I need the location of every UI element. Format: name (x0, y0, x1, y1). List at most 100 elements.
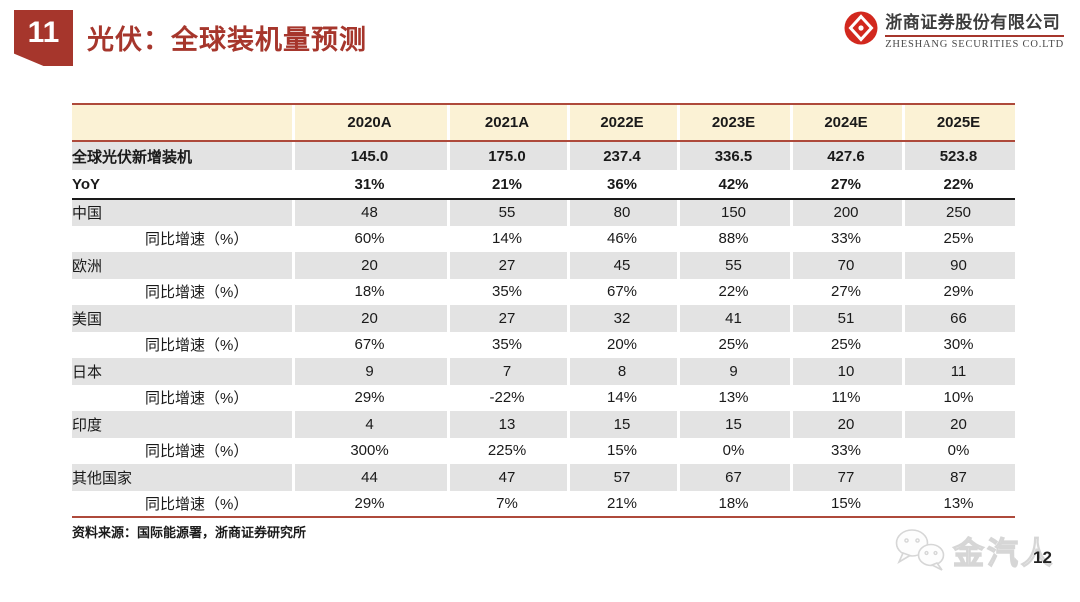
cell-value: 13 (447, 411, 567, 438)
logo-company-name-en: ZHESHANG SECURITIES CO.LTD (885, 39, 1064, 50)
cell-value: 80 (567, 199, 677, 226)
cell-value: 66 (902, 305, 1015, 332)
cell-value: 13% (902, 490, 1015, 518)
cell-value: 88% (677, 225, 790, 252)
cell-value: 29% (902, 278, 1015, 305)
slide-number: 11 (27, 16, 60, 49)
table-row-growth: 同比增速（%） 60% 14% 46% 88% 33% 25% (72, 225, 1015, 252)
cell-value: 4 (292, 411, 447, 438)
logo-text-block: 浙商证券股份有限公司 ZHESHANG SECURITIES CO.LTD (885, 8, 1064, 50)
cell-value: 32 (567, 305, 677, 332)
cell-value: 250 (902, 199, 1015, 226)
cell-value: 10 (790, 358, 902, 385)
table-header-row: 2020A 2021A 2022E 2023E 2024E 2025E (72, 104, 1015, 142)
cell-value: 29% (292, 384, 447, 411)
logo-company-name-cn: 浙商证券股份有限公司 (885, 8, 1064, 37)
table-row-country: 其他国家 44 47 57 67 77 87 (72, 464, 1015, 491)
cell-value: 55 (677, 252, 790, 279)
cell-value: 9 (292, 358, 447, 385)
cell-value: 46% (567, 225, 677, 252)
cell-value: 21% (447, 170, 567, 200)
cell-value: 57 (567, 464, 677, 491)
cell-value: 14% (447, 225, 567, 252)
cell-value: 150 (677, 199, 790, 226)
table-row-growth: 同比增速（%） 18% 35% 67% 22% 27% 29% (72, 278, 1015, 305)
cell-value: 8 (567, 358, 677, 385)
cell-value: 55 (447, 199, 567, 226)
watermark-text: 金汽人 (952, 535, 1055, 571)
column-header: 2022E (567, 104, 677, 142)
slide-number-badge: 11 (14, 10, 73, 66)
cell-value: 15% (567, 437, 677, 464)
row-label: 同比增速（%） (72, 437, 292, 464)
cell-value: 18% (292, 278, 447, 305)
column-header: 2025E (902, 104, 1015, 142)
cell-value: 13% (677, 384, 790, 411)
row-label: 美国 (72, 305, 292, 332)
row-label: 其他国家 (72, 464, 292, 491)
cell-value: 20 (790, 411, 902, 438)
cell-value: 30% (902, 331, 1015, 358)
table-row-country: 印度 4 13 15 15 20 20 (72, 411, 1015, 438)
cell-value: 51 (790, 305, 902, 332)
cell-value: 67 (677, 464, 790, 491)
row-label: 中国 (72, 199, 292, 226)
cell-value: 0% (677, 437, 790, 464)
wechat-icon (895, 529, 945, 571)
cell-value: 27 (447, 305, 567, 332)
cell-value: 35% (447, 278, 567, 305)
row-label: 同比增速（%） (72, 384, 292, 411)
cell-value: 20% (567, 331, 677, 358)
cell-value: 41 (677, 305, 790, 332)
cell-value: 336.5 (677, 141, 790, 170)
cell-value: 25% (677, 331, 790, 358)
cell-value: 35% (447, 331, 567, 358)
column-header: 2023E (677, 104, 790, 142)
cell-value: 20 (902, 411, 1015, 438)
cell-value: 20 (292, 305, 447, 332)
cell-value: 7 (447, 358, 567, 385)
cell-value: 22% (677, 278, 790, 305)
table-row-growth: 同比增速（%） 29% -22% 14% 13% 11% 10% (72, 384, 1015, 411)
cell-value: 20 (292, 252, 447, 279)
table-body: 全球光伏新增装机 145.0 175.0 237.4 336.5 427.6 523.8 Yo… (72, 141, 1015, 518)
cell-value: 45 (567, 252, 677, 279)
cell-value: -22% (447, 384, 567, 411)
table-row-metric: 全球光伏新增装机 145.0 175.0 237.4 336.5 427.6 523.8 (72, 141, 1015, 170)
cell-value: 0% (902, 437, 1015, 464)
installation-forecast-table: 2020A 2021A 2022E 2023E 2024E 2025E 全球光伏新增装机 1… (72, 103, 1015, 518)
table-row-growth: 同比增速（%） 300% 225% 15% 0% 33% 0% (72, 437, 1015, 464)
cell-value: 25% (902, 225, 1015, 252)
cell-value: 15% (790, 490, 902, 518)
column-header: 2021A (447, 104, 567, 142)
cell-value: 11% (790, 384, 902, 411)
cell-value: 9 (677, 358, 790, 385)
table-row-growth: 同比增速（%） 29% 7% 21% 18% 15% 13% (72, 490, 1015, 518)
cell-value: 523.8 (902, 141, 1015, 170)
cell-value: 18% (677, 490, 790, 518)
cell-value: 42% (677, 170, 790, 200)
table-header: 2020A 2021A 2022E 2023E 2024E 2025E (72, 104, 1015, 142)
cell-value: 33% (790, 437, 902, 464)
cell-value: 87 (902, 464, 1015, 491)
cell-value: 70 (790, 252, 902, 279)
table-row-country: 欧洲 20 27 45 55 70 90 (72, 252, 1015, 279)
cell-value: 7% (447, 490, 567, 518)
cell-value: 67% (292, 331, 447, 358)
cell-value: 427.6 (790, 141, 902, 170)
row-label: 同比增速（%） (72, 331, 292, 358)
cell-value: 33% (790, 225, 902, 252)
page-number: 12 (1033, 548, 1052, 567)
column-header-empty (72, 104, 292, 142)
cell-value: 145.0 (292, 141, 447, 170)
row-label: 欧洲 (72, 252, 292, 279)
row-label: 同比增速（%） (72, 278, 292, 305)
row-label: 同比增速（%） (72, 225, 292, 252)
cell-value: 200 (790, 199, 902, 226)
source-note: 资料来源：国际能源署，浙商证券研究所 (72, 525, 307, 540)
cell-value: 27% (790, 170, 902, 200)
cell-value: 22% (902, 170, 1015, 200)
logo-mark-icon (844, 11, 878, 45)
company-logo: 浙商证券股份有限公司 ZHESHANG SECURITIES CO.LTD (843, 8, 1064, 50)
table-row-country: 中国 48 55 80 150 200 250 (72, 199, 1015, 226)
